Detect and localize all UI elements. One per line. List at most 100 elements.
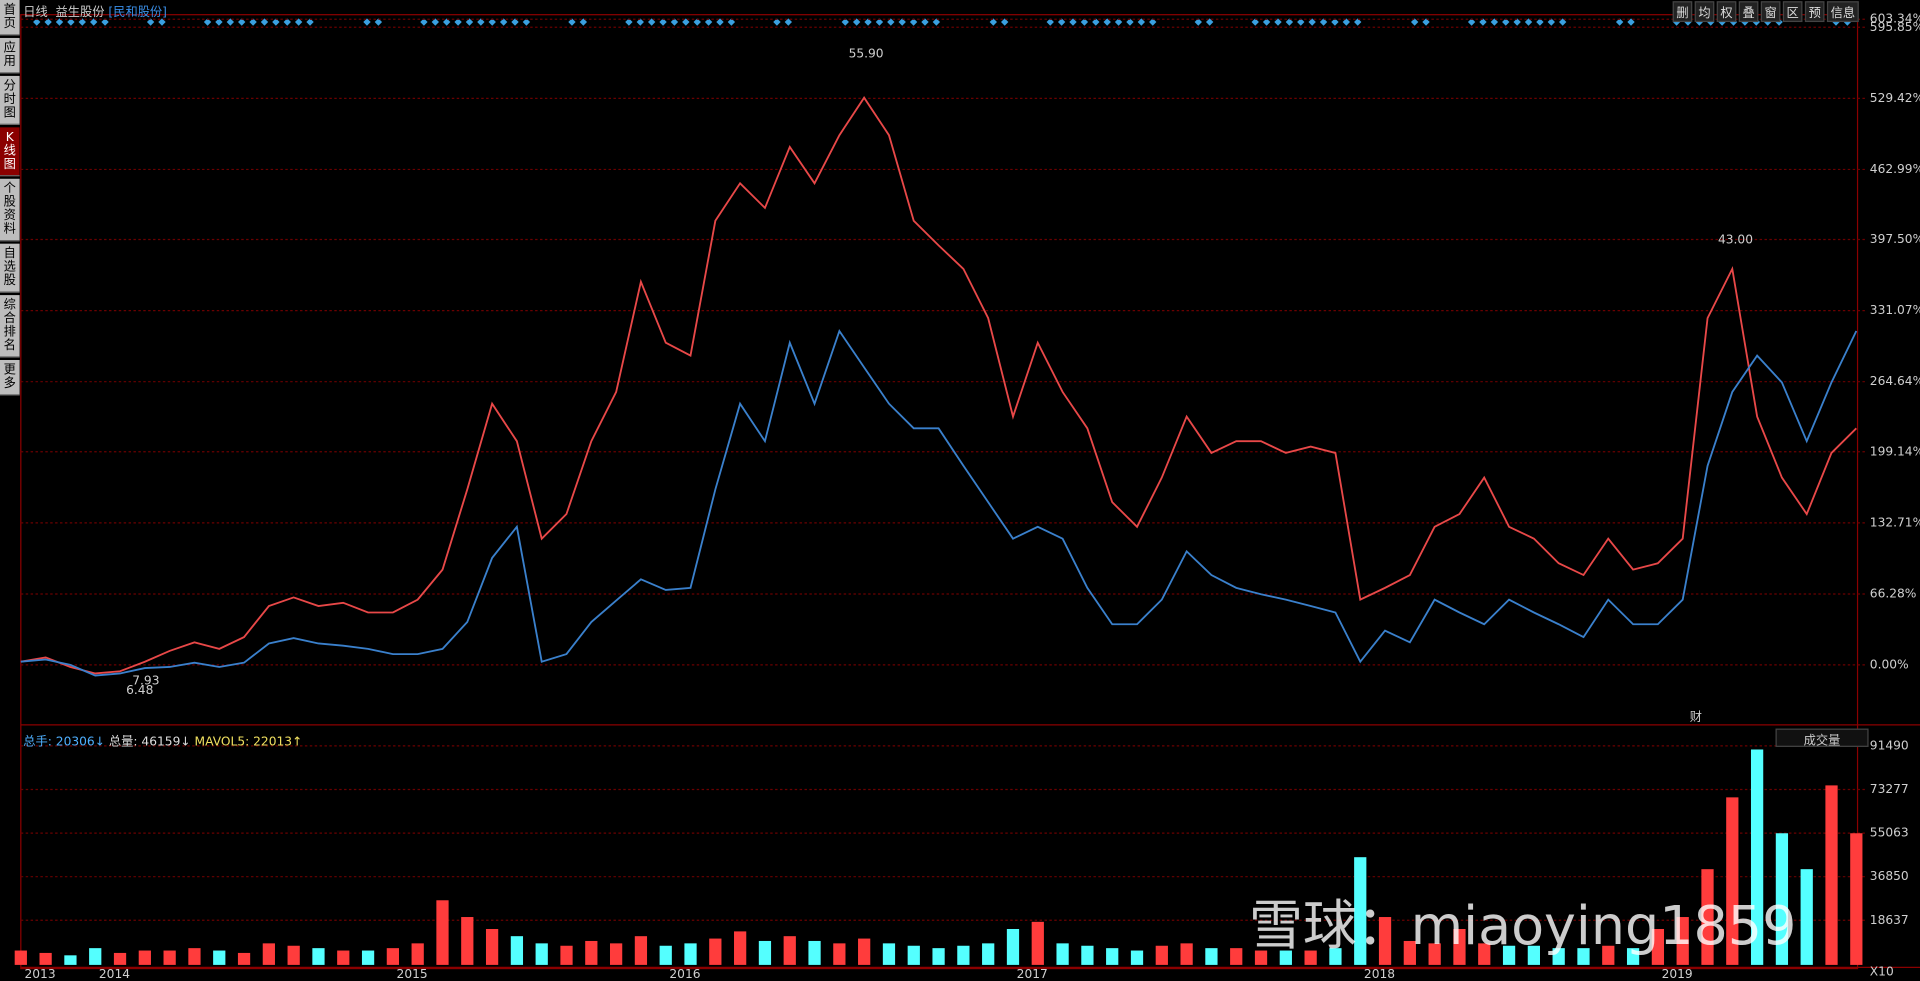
volume-bar — [1403, 940, 1416, 965]
toolbar-button[interactable]: 窗 — [1760, 1, 1781, 23]
event-marker — [1490, 18, 1499, 26]
sidebar-tab[interactable]: 分时图 — [0, 75, 20, 125]
total-volume: 总量: 46159↓ — [108, 735, 191, 750]
y-tick-label: 331.07% — [1870, 303, 1920, 317]
event-marker — [852, 18, 861, 26]
price-line — [20, 328, 1858, 677]
event-marker — [1354, 18, 1362, 26]
event-marker — [932, 18, 941, 26]
volume-bar — [287, 945, 300, 965]
volume-bar — [1354, 857, 1367, 965]
x-tick-label: 2018 — [1364, 967, 1395, 981]
x-tick-label: 2019 — [1662, 967, 1693, 981]
event-marker — [1285, 18, 1294, 26]
volume-bar — [1106, 948, 1119, 965]
volume-bar — [1701, 869, 1714, 965]
frame — [20, 14, 1859, 970]
event-marker — [579, 18, 588, 26]
event-marker — [841, 18, 849, 26]
volume-bar — [1552, 948, 1565, 965]
toolbar-button[interactable]: 均 — [1694, 1, 1715, 23]
sidebar-tab[interactable]: 更多 — [0, 360, 20, 396]
indicator-dropdown[interactable]: 成交量 — [1775, 728, 1869, 748]
event-marker — [1513, 18, 1521, 26]
volume-bar — [510, 936, 524, 965]
event-marker — [989, 18, 997, 26]
event-marker — [1422, 18, 1430, 26]
volume-bar — [1155, 945, 1168, 965]
volume-bar — [585, 940, 598, 965]
y-tick-label: 55063 — [1870, 826, 1909, 840]
toolbar-button[interactable]: 权 — [1716, 1, 1737, 23]
event-marker — [1046, 18, 1054, 26]
y-tick-label: 0.00% — [1870, 657, 1909, 671]
sidebar-tab[interactable]: 综合排名 — [0, 295, 20, 358]
volume-bar — [634, 936, 648, 965]
volume-bar — [262, 943, 275, 965]
event-marker — [363, 18, 371, 26]
sidebar-tab[interactable]: 应用 — [0, 37, 20, 74]
mavol: MAVOL5: 22013↑ — [194, 735, 303, 750]
y-tick-label: 18637 — [1870, 913, 1909, 927]
volume-bar — [709, 938, 722, 965]
volume-bar — [1825, 785, 1838, 965]
volume-bar — [808, 940, 821, 965]
volume-bar — [1800, 869, 1813, 965]
volume-bar — [237, 952, 251, 965]
event-marker — [1319, 18, 1328, 26]
y-tick-label: 36850 — [1870, 869, 1909, 883]
volume-bar — [436, 900, 449, 965]
toolbar-button[interactable]: 区 — [1782, 1, 1803, 23]
toolbar-button[interactable]: 信息 — [1826, 1, 1859, 23]
header: 日线 益生股份 [民和股份] — [23, 1, 167, 19]
volume-bar — [1329, 948, 1342, 965]
event-marker — [784, 18, 793, 26]
toolbar-button[interactable]: 删 — [1672, 1, 1693, 23]
sidebar: 首页 应用 分时图 K线图 个股资料 自选股 综合排名 更多 — [0, 0, 20, 398]
total-hands: 总手: 20306↓ — [23, 735, 106, 750]
toolbar-button[interactable]: 预 — [1804, 1, 1825, 23]
event-marker — [636, 18, 644, 26]
event-marker — [887, 18, 895, 26]
event-marker — [1194, 18, 1202, 26]
event-marker — [727, 18, 736, 26]
volume-bar — [213, 950, 226, 965]
y-tick-label: 595.85% — [1870, 20, 1920, 34]
sidebar-tab[interactable]: 首页 — [0, 0, 20, 36]
volume-bar — [39, 952, 52, 965]
event-marker — [1092, 18, 1100, 26]
volume-bar — [1453, 928, 1466, 965]
event-marker — [488, 18, 496, 26]
event-marker — [306, 18, 314, 26]
event-marker — [1057, 18, 1066, 26]
volume-bar — [1775, 833, 1789, 965]
event-marker — [1559, 18, 1567, 26]
sidebar-tab[interactable]: K线图 — [0, 127, 20, 177]
volume-bar — [1130, 950, 1144, 965]
volume-bar — [361, 950, 375, 965]
event-marker — [1536, 18, 1544, 26]
sidebar-tab[interactable]: 自选股 — [0, 243, 20, 293]
volume-bar — [1626, 948, 1640, 965]
volume-bar — [461, 917, 474, 965]
y-tick-label: 132.71% — [1870, 515, 1920, 529]
event-marker — [909, 18, 918, 26]
event-marker — [1001, 18, 1009, 26]
volume-bar — [1750, 749, 1764, 965]
annotation: 55.90 — [849, 46, 884, 60]
volume-bar — [113, 952, 127, 965]
volume-bar — [1428, 943, 1441, 965]
event-marker — [704, 18, 713, 26]
event-marker — [78, 18, 86, 26]
volume-bar — [982, 943, 995, 965]
sidebar-tab[interactable]: 个股资料 — [0, 178, 20, 242]
volume-bar — [1527, 945, 1540, 965]
volume-bar — [659, 945, 672, 965]
volume-bar — [163, 950, 176, 965]
event-marker — [420, 18, 428, 26]
y-tick-label: 199.14% — [1870, 444, 1920, 458]
toolbar-button[interactable]: 叠 — [1738, 1, 1759, 23]
event-marker — [693, 18, 701, 26]
y-tick-label: 264.64% — [1870, 374, 1920, 388]
